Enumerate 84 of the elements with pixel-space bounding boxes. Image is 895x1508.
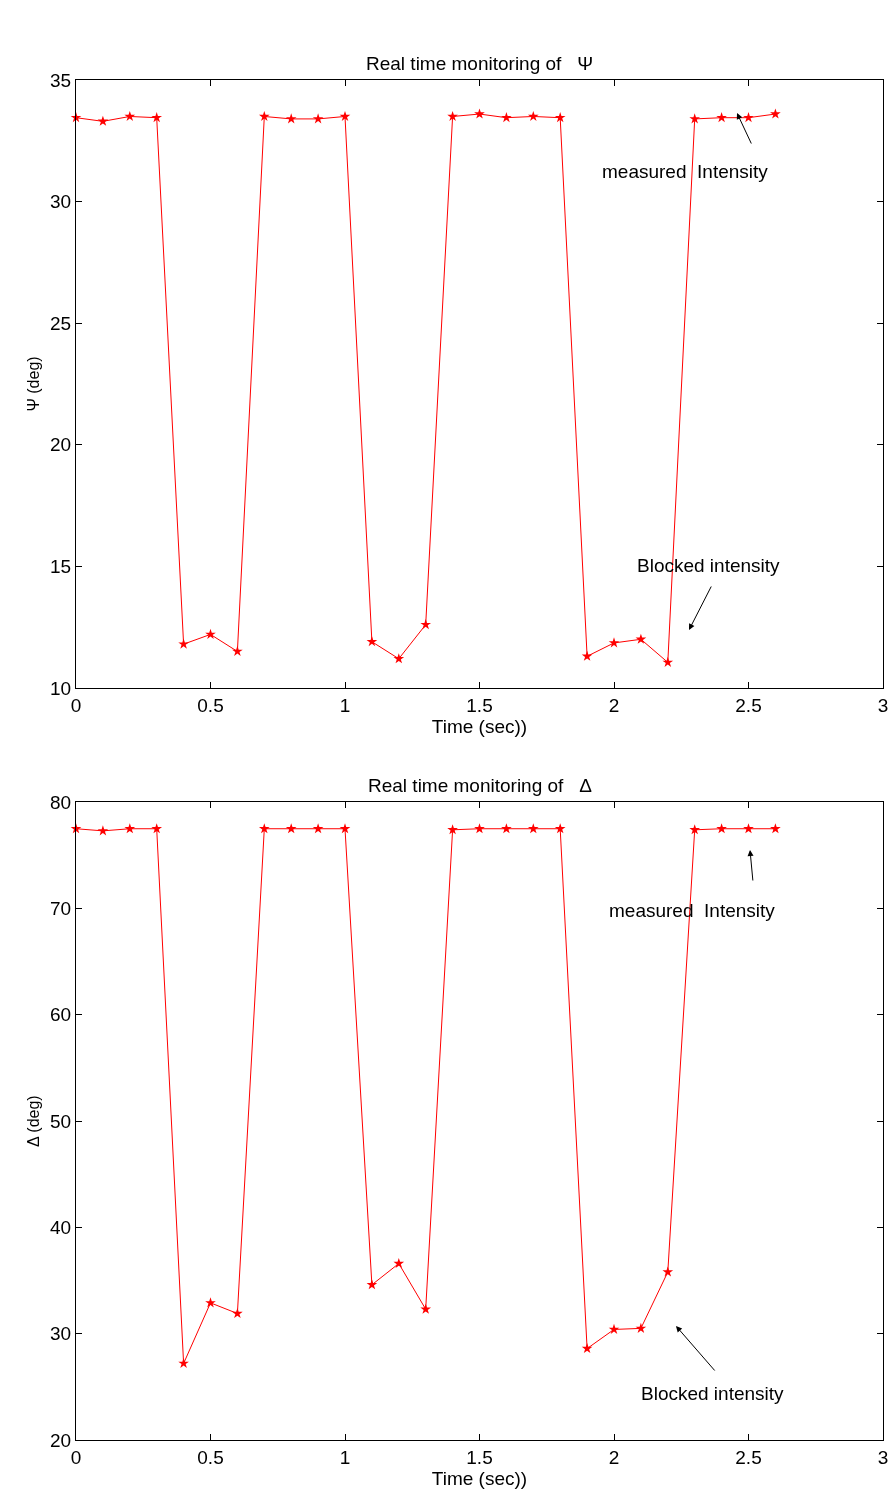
point: [474, 108, 485, 119]
y-tick-label: 30: [50, 191, 72, 213]
point: [178, 1357, 189, 1368]
point: [501, 823, 512, 834]
y-axis-title: Ψ (deg): [24, 356, 42, 412]
point: [447, 824, 458, 835]
point: [124, 823, 136, 834]
point: [770, 108, 781, 119]
point: [716, 823, 727, 834]
x-tick-label: 2.5: [735, 1446, 762, 1468]
point: [635, 1322, 647, 1333]
y-tick-label: 30: [50, 1323, 72, 1345]
point: [205, 628, 216, 639]
x-tick-label: 1.5: [466, 694, 493, 716]
point: [581, 1342, 593, 1354]
point: [689, 113, 701, 124]
chart-title: Real time monitoring of Δ: [368, 775, 593, 796]
point: [258, 110, 270, 122]
point: [258, 823, 270, 834]
y-tick-label: 80: [50, 791, 72, 813]
y-tick-label: 35: [50, 69, 72, 91]
point: [527, 110, 539, 122]
y-tick-label: 50: [50, 1110, 72, 1132]
point: [501, 112, 512, 123]
point: [447, 110, 458, 122]
x-tick-label: 2: [608, 1446, 620, 1468]
x-axis-title: Time (sec)): [431, 1467, 528, 1489]
point: [743, 823, 754, 834]
point: [151, 823, 163, 834]
point: [689, 824, 701, 835]
x-tick-label: 0.5: [197, 694, 224, 716]
x-tick-label: 3: [877, 1446, 889, 1468]
y-tick-label: 25: [50, 312, 72, 334]
point: [743, 112, 754, 123]
point: [393, 1257, 405, 1269]
point: [124, 110, 136, 122]
annotation: measured Intensity: [602, 161, 769, 182]
point: [554, 112, 566, 123]
chart-title: Real time monitoring of Ψ: [366, 53, 594, 74]
point: [366, 1279, 378, 1290]
annotation: measured Intensity: [609, 900, 776, 921]
point: [178, 638, 189, 649]
x-tick-label: 0: [70, 694, 82, 716]
y-tick-label: 15: [50, 555, 72, 577]
y-tick-label: 40: [50, 1217, 72, 1239]
point: [339, 110, 351, 122]
point: [232, 645, 243, 656]
point: [232, 1307, 243, 1319]
point: [97, 825, 109, 836]
x-tick-label: 2.5: [735, 694, 762, 716]
x-tick-label: 1: [339, 694, 351, 716]
point: [474, 823, 485, 834]
point: [285, 113, 297, 124]
y-tick-label: 20: [50, 1429, 72, 1451]
annotation: Blocked intensity: [641, 1383, 785, 1404]
x-tick-label: 3: [877, 694, 889, 716]
y-axis-title: Δ (deg): [24, 1095, 42, 1147]
point: [662, 1266, 674, 1277]
x-tick-label: 0: [70, 1446, 82, 1468]
y-tick-label: 60: [50, 1004, 72, 1026]
point: [366, 636, 378, 647]
point: [205, 1297, 216, 1308]
point: [339, 823, 351, 834]
point: [554, 823, 566, 834]
point: [716, 112, 727, 123]
point: [420, 619, 432, 630]
x-tick-label: 1.5: [466, 1446, 493, 1468]
x-tick-label: 1: [339, 1446, 351, 1468]
point: [285, 823, 297, 834]
point: [608, 637, 620, 648]
x-tick-label: 2: [608, 694, 620, 716]
x-tick-label: 0.5: [197, 1446, 224, 1468]
point: [393, 653, 405, 664]
y-tick-label: 70: [50, 898, 72, 920]
point: [527, 823, 539, 834]
point: [151, 112, 163, 123]
point: [312, 113, 324, 124]
point: [420, 1303, 432, 1314]
y-tick-label: 10: [50, 677, 72, 699]
y-tick-label: 20: [50, 434, 72, 456]
point: [770, 823, 781, 834]
point: [608, 1323, 620, 1334]
point: [312, 823, 324, 834]
x-axis-title: Time (sec)): [431, 715, 528, 737]
